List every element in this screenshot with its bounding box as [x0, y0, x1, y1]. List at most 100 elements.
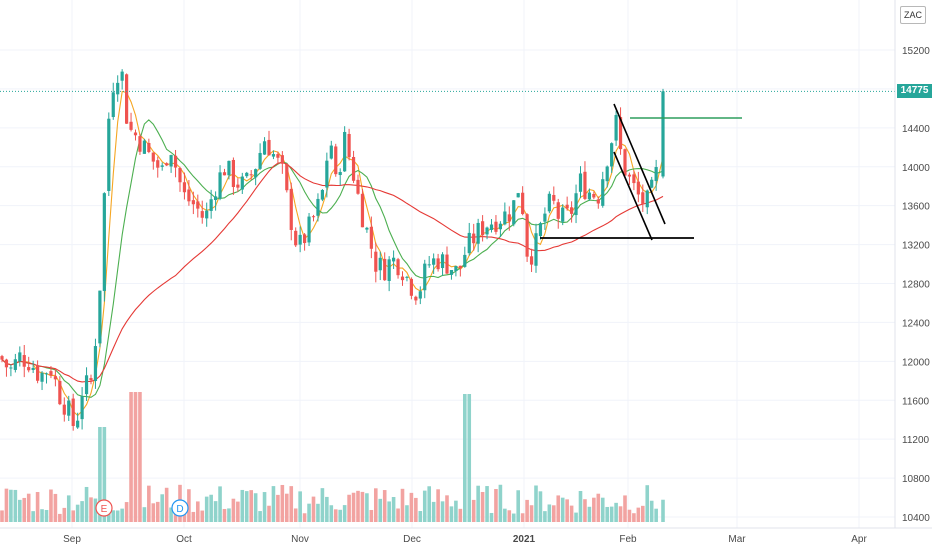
x-tick-label: Dec	[403, 534, 421, 545]
candle-body	[254, 169, 258, 178]
candle-body	[574, 193, 578, 216]
candle-body	[262, 141, 267, 155]
volume-bar	[552, 505, 556, 522]
candle-body	[405, 276, 409, 278]
candle-body	[632, 174, 636, 184]
candle-body	[62, 404, 66, 415]
candle-body	[205, 210, 209, 219]
candle-body	[27, 367, 31, 371]
volume-bar	[204, 496, 209, 522]
candle-body	[610, 143, 614, 167]
volume-bar	[503, 508, 507, 522]
volume-bar	[142, 507, 147, 522]
moving-averages	[1, 90, 664, 417]
volume-bar	[351, 492, 356, 522]
wedge-upper-line	[613, 103, 666, 225]
candle-body	[165, 163, 169, 166]
candle-body	[93, 346, 98, 382]
volume-bar	[40, 509, 44, 522]
x-tick-label: Oct	[176, 534, 192, 545]
candle-body	[476, 222, 480, 244]
candle-body	[334, 146, 338, 175]
volume-bar	[151, 503, 156, 522]
event-marker	[171, 499, 189, 517]
volume-bar	[414, 497, 418, 522]
candle-body	[587, 192, 591, 200]
y-tick-label: 11200	[902, 435, 930, 446]
volume-bar	[449, 506, 454, 522]
candle-body	[650, 179, 654, 188]
volume-bar	[338, 509, 342, 522]
candle-body	[463, 254, 467, 267]
volume-bar	[49, 489, 53, 522]
candle-body	[107, 118, 111, 191]
volume-bar	[222, 508, 227, 522]
volume-bar	[356, 490, 360, 522]
candle-body	[360, 193, 365, 228]
candle-body	[529, 256, 534, 265]
volume-bar	[316, 503, 320, 522]
volume-bar	[253, 493, 258, 522]
volume-bar	[182, 511, 187, 522]
volume-bar	[93, 498, 98, 522]
candle-body	[276, 154, 280, 158]
volume-bar	[422, 490, 427, 522]
volume-bar	[431, 501, 436, 522]
ma-mid-line	[1, 119, 664, 398]
volume-bar	[22, 497, 27, 522]
volume-bar	[627, 509, 632, 522]
volume-bar	[196, 501, 200, 522]
candle-body	[9, 367, 13, 369]
candle-body	[654, 167, 658, 182]
volume-bar	[494, 489, 498, 522]
candle-body	[120, 71, 124, 81]
candle-body	[494, 221, 498, 232]
symbol-label[interactable]: ZAC	[900, 6, 926, 24]
candle-body	[49, 371, 53, 376]
candle-body	[485, 227, 489, 235]
candle-body	[516, 193, 520, 198]
x-tick-label: Mar	[728, 534, 746, 545]
candle-body	[489, 224, 494, 230]
candle-body	[200, 211, 204, 218]
volume-bar	[133, 392, 138, 522]
x-tick-label: Apr	[851, 534, 867, 545]
volume-bar	[400, 488, 405, 522]
candle-body	[454, 266, 458, 272]
volume-bar	[191, 511, 196, 522]
volume-bar	[391, 497, 396, 522]
volume-bar	[129, 392, 133, 522]
candle-body	[623, 149, 627, 176]
candle-body	[369, 226, 373, 249]
candle-body	[396, 259, 400, 276]
y-tick-label: 12800	[902, 280, 930, 291]
candle-body	[320, 189, 324, 200]
x-tick-label: Sep	[63, 534, 81, 545]
candle-body	[418, 291, 422, 299]
volume-bar	[471, 499, 476, 522]
volume-bar	[516, 490, 520, 522]
candle-body	[316, 198, 320, 216]
volume-bar	[84, 486, 89, 522]
volume-bar	[498, 484, 503, 522]
candle-body	[400, 276, 405, 281]
candle-body	[191, 200, 195, 205]
candle-body	[182, 182, 187, 193]
candle-body	[4, 359, 9, 368]
volume-bar	[89, 497, 93, 522]
candle-body	[142, 140, 146, 154]
x-tick-label: 2021	[513, 534, 536, 545]
volume-bar	[80, 501, 84, 522]
candle-body	[512, 200, 516, 225]
volume-bar	[307, 503, 311, 522]
volume-bar	[155, 501, 160, 522]
volume-bar	[609, 506, 614, 522]
volume-bar	[209, 494, 213, 522]
candle-body	[231, 159, 235, 188]
candle-body	[561, 207, 565, 222]
volume-bar	[445, 495, 449, 522]
candle-body	[445, 254, 449, 274]
volume-bar	[13, 489, 18, 522]
